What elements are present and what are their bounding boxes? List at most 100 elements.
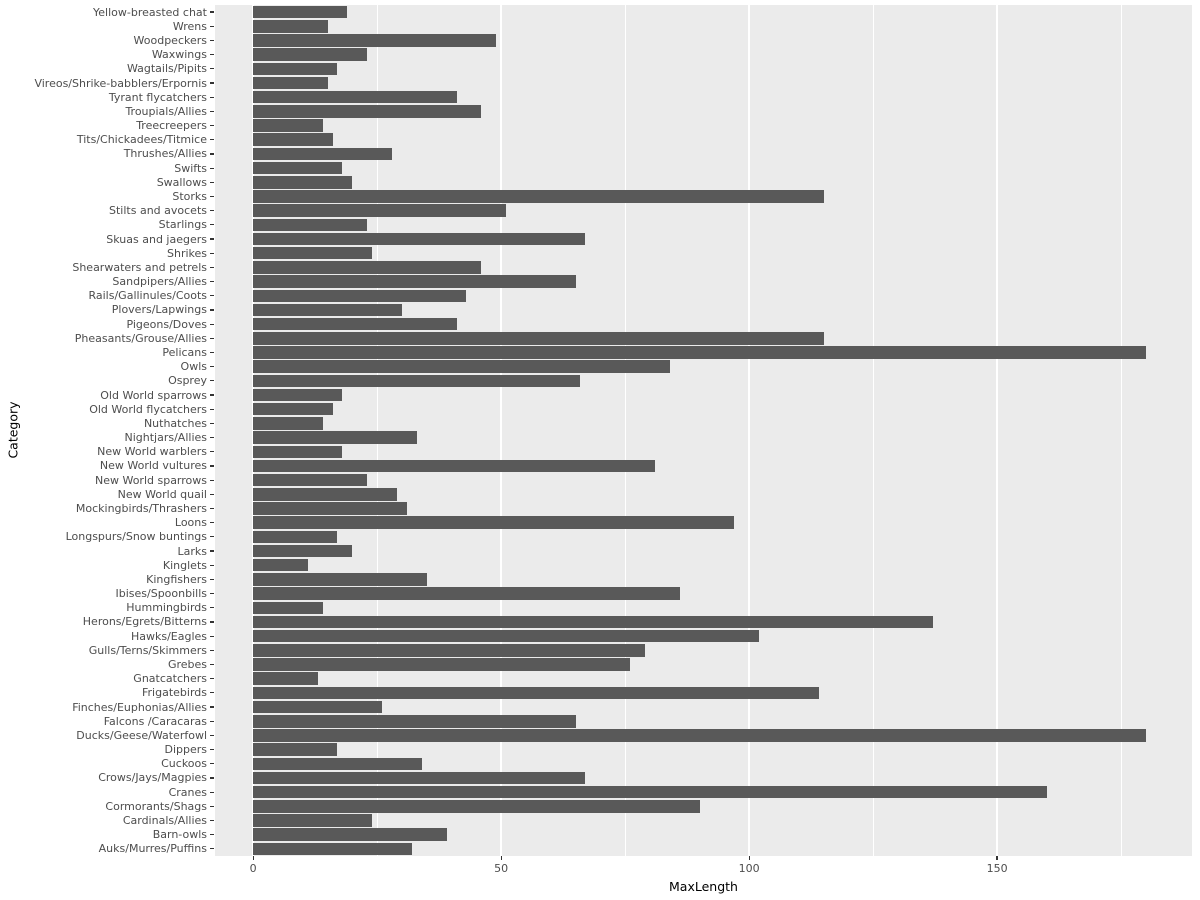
category-label: Longspurs/Snow buntings xyxy=(65,530,207,544)
bar xyxy=(253,672,318,685)
y-tick-mark xyxy=(210,351,214,354)
category-label: Rails/Gallinules/Coots xyxy=(88,289,207,303)
bar xyxy=(253,317,457,331)
y-tick-mark xyxy=(210,805,214,807)
x-tick-label: 0 xyxy=(249,862,257,875)
category-label: Shrikes xyxy=(166,246,207,260)
bar xyxy=(253,62,338,76)
bar xyxy=(253,516,735,529)
bar xyxy=(253,558,308,572)
category-label: Barn-owls xyxy=(152,828,207,842)
minor-gridline xyxy=(376,5,378,856)
bar xyxy=(253,20,328,33)
category-label: Falcons /Caracaras xyxy=(103,714,207,728)
category-label: Shearwaters and petrels xyxy=(72,260,207,274)
y-tick-mark xyxy=(210,507,214,510)
y-tick-mark xyxy=(210,734,214,737)
minor-gridline xyxy=(1120,5,1122,856)
bar xyxy=(253,218,368,232)
category-label: Treecreepers xyxy=(136,119,207,133)
bar xyxy=(253,232,586,246)
category-label: Sandpipers/Allies xyxy=(112,275,207,289)
bar xyxy=(253,502,407,515)
bar xyxy=(253,176,353,189)
category-label: Plovers/Lapwings xyxy=(111,303,207,317)
y-tick-mark xyxy=(210,11,214,13)
y-tick-mark xyxy=(210,791,214,793)
y-tick-mark xyxy=(210,82,214,84)
category-label: Frigatebirds xyxy=(142,686,207,700)
y-tick-mark xyxy=(210,649,214,651)
category-label: Woodpeckers xyxy=(133,33,207,47)
y-tick-mark xyxy=(210,252,214,254)
x-tick-label: 150 xyxy=(986,862,1008,875)
bar xyxy=(253,814,373,827)
y-tick-mark xyxy=(210,39,214,42)
category-label: Old World sparrows xyxy=(100,388,207,402)
category-label: Crows/Jays/Magpies xyxy=(98,771,207,785)
y-tick-mark xyxy=(210,536,214,538)
y-tick-mark xyxy=(210,749,214,751)
bar xyxy=(253,190,824,203)
bar xyxy=(253,346,1146,359)
category-label: Auks/Murres/Puffins xyxy=(98,842,207,856)
y-tick-mark xyxy=(210,68,214,70)
y-tick-mark xyxy=(210,167,214,169)
category-label: Vireos/Shrike-babblers/Erpornis xyxy=(34,76,207,90)
category-label: Yellow-breasted chat xyxy=(93,5,207,19)
bar xyxy=(253,729,1146,742)
bar xyxy=(253,48,368,61)
category-label: Old World flycatchers xyxy=(89,402,207,416)
y-tick-mark xyxy=(210,607,214,609)
y-tick-mark xyxy=(210,635,214,637)
bar xyxy=(253,530,338,544)
y-tick-mark xyxy=(210,394,214,396)
category-label: Ibises/Spoonbills xyxy=(115,587,208,601)
category-label: Tyrant flycatchers xyxy=(108,90,207,104)
category-label: Kinglets xyxy=(162,558,207,572)
minor-gridline xyxy=(624,5,626,856)
category-label: Cardinals/Allies xyxy=(122,814,207,828)
category-label: New World sparrows xyxy=(94,473,207,487)
y-tick-mark xyxy=(210,309,214,311)
category-label: Gnatcatchers xyxy=(133,672,207,686)
category-label: Pelicans xyxy=(162,345,207,359)
category-label: Osprey xyxy=(168,374,207,388)
category-label: Pigeons/Doves xyxy=(126,317,207,331)
category-label: Wagtails/Pipits xyxy=(126,62,207,76)
major-gridline xyxy=(252,5,254,856)
category-label: Starlings xyxy=(158,218,207,232)
bar xyxy=(253,5,348,19)
category-label: Nuthatches xyxy=(143,416,207,430)
bar xyxy=(253,417,323,430)
category-label: Waxwings xyxy=(151,48,207,62)
y-tick-mark xyxy=(210,834,214,836)
y-tick-mark xyxy=(210,181,214,183)
category-label: Mockingbirds/Thrashers xyxy=(75,502,207,515)
y-tick-mark xyxy=(210,110,214,112)
minor-gridline xyxy=(872,5,874,856)
y-tick-mark xyxy=(210,323,214,325)
category-label: New World warblers xyxy=(97,445,207,459)
y-tick-mark xyxy=(210,720,214,722)
category-label: Nightjars/Allies xyxy=(124,431,208,445)
bar xyxy=(253,601,323,615)
y-tick-mark xyxy=(210,195,214,198)
bar xyxy=(253,388,343,402)
x-tick-mark xyxy=(996,856,998,860)
bar xyxy=(253,275,576,288)
y-tick-mark xyxy=(210,465,214,467)
y-tick-mark xyxy=(210,124,214,127)
x-tick-label: 50 xyxy=(494,862,509,875)
y-tick-mark xyxy=(210,224,214,226)
bar xyxy=(253,587,680,600)
bar xyxy=(253,800,700,813)
category-label: Troupials/Allies xyxy=(125,104,207,118)
y-tick-mark xyxy=(210,266,214,268)
y-tick-mark xyxy=(210,663,214,666)
y-tick-mark xyxy=(210,238,214,240)
y-tick-mark xyxy=(210,436,214,439)
category-label: Ducks/Geese/Waterfowl xyxy=(76,728,207,742)
category-label: New World quail xyxy=(117,487,207,501)
